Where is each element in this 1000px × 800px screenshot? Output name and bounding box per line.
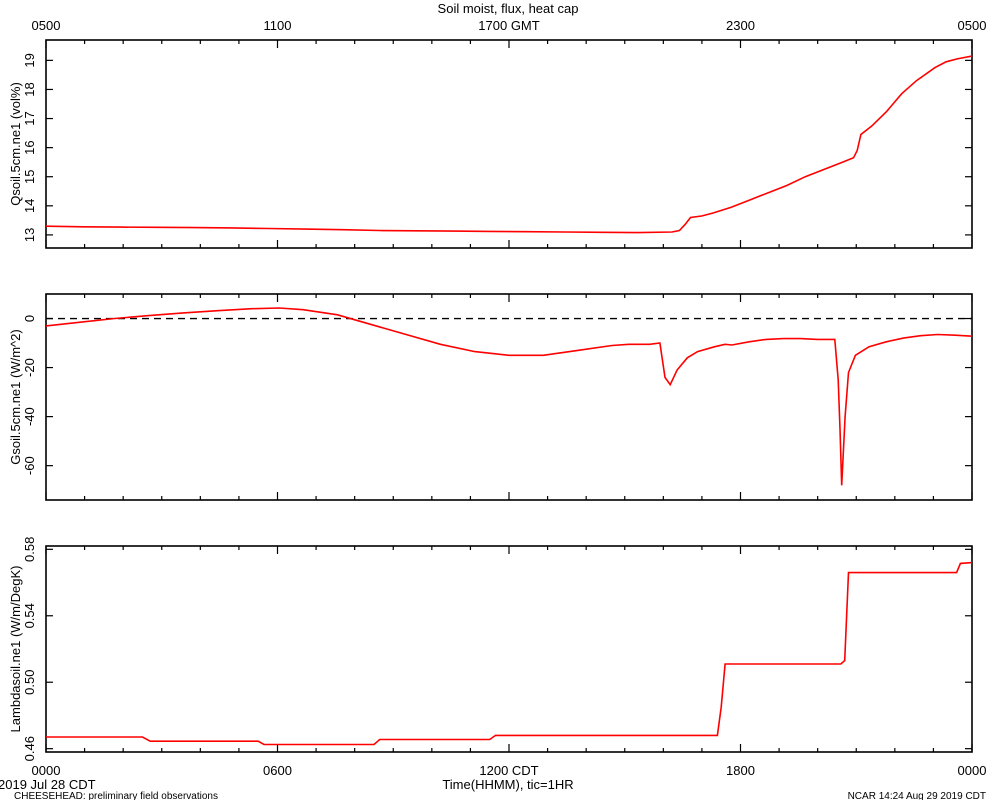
top-axis-labels: 0500 1100 1700 GMT 2300 0500	[32, 18, 987, 33]
series-line	[46, 55, 972, 234]
y-axis-label: Gsoil.5cm.ne1 (W/m^2)	[8, 329, 23, 464]
y-tick-label: 0.50	[22, 670, 37, 695]
footer-left: CHEESEHEAD: preliminary field observatio…	[14, 791, 218, 800]
bottom-tick-label: 1200 CDT	[479, 763, 538, 778]
footer-right: NCAR 14:24 Aug 29 2019 CDT	[848, 791, 986, 800]
y-tick-label: 19	[22, 53, 37, 67]
top-tick-label: 0500	[32, 18, 61, 33]
y-tick-label: -20	[22, 358, 37, 377]
y-tick-label: 0	[22, 315, 37, 322]
panel-frame	[45, 545, 973, 753]
y-tick-label: 17	[22, 111, 37, 125]
panel-frame	[45, 39, 973, 249]
bottom-tick-label: 0000	[958, 763, 987, 778]
bottom-tick-label: 1800	[726, 763, 755, 778]
bottom-axis-labels: 0000 0600 1200 CDT 1800 0000	[32, 763, 987, 778]
bottom-tick-label: 0000	[32, 763, 61, 778]
series-line	[46, 561, 972, 746]
y-tick-label: 16	[22, 140, 37, 154]
y-tick-label: 13	[22, 228, 37, 242]
panel-3: 0.46 0.50 0.54 0.58 Lambdasoil.ne1 (W/m/DegK…	[8, 537, 973, 761]
top-tick-label: 2300	[726, 18, 755, 33]
x-axis-label: Time(HHMM), tic=1HR	[442, 777, 573, 792]
start-date-label: 2019 Jul 28 CDT	[0, 777, 96, 792]
chart-title: Soil moist, flux, heat cap	[438, 1, 579, 16]
y-axis-label: Qsoil.5cm.ne1 (vol%)	[8, 82, 23, 206]
panels: 13 14 15 16 17 18 19 Qsoil.5cm.ne1 (vol%) 0 -20 -4…	[8, 39, 973, 761]
y-axis-label: Lambdasoil.ne1 (W/m/DegK)	[8, 566, 23, 733]
y-tick-label: 15	[22, 169, 37, 183]
top-tick-label: 1100	[264, 18, 292, 33]
top-tick-label: 1700 GMT	[478, 18, 539, 33]
y-tick-label: 0.46	[22, 736, 37, 761]
series-line	[46, 307, 972, 486]
y-tick-label: -60	[22, 456, 37, 475]
y-tick-label: -40	[22, 407, 37, 426]
panel-frame	[45, 293, 973, 501]
y-tick-label: 0.54	[22, 603, 37, 628]
top-tick-label: 0500	[958, 18, 987, 33]
bottom-tick-label: 0600	[263, 763, 292, 778]
y-tick-label: 14	[22, 199, 37, 213]
y-tick-label: 0.58	[22, 537, 37, 562]
y-tick-label: 18	[22, 82, 37, 96]
panel-1: 13 14 15 16 17 18 19 Qsoil.5cm.ne1 (vol%)	[8, 39, 973, 249]
